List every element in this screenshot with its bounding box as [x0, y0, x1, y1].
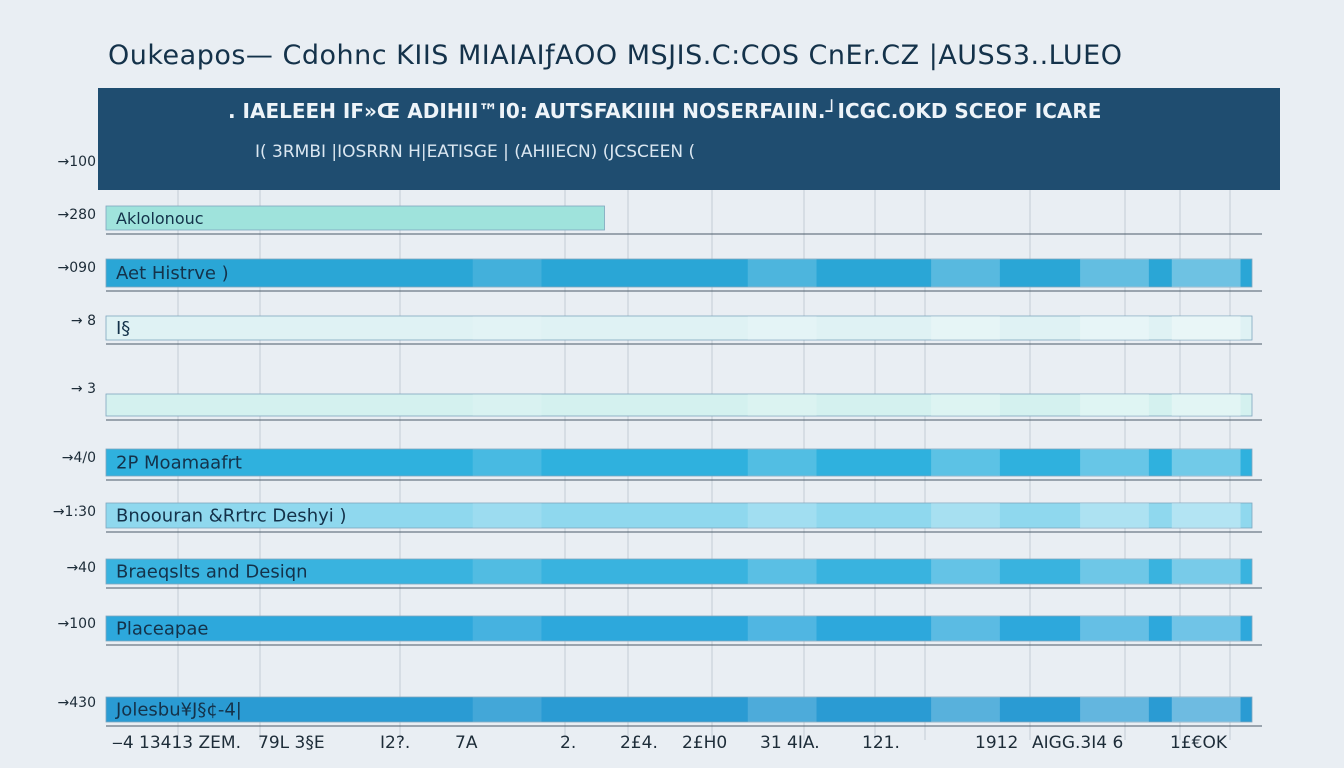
bar-label: Aet Histrve ) — [116, 263, 229, 284]
bar-highlight — [1171, 559, 1241, 584]
y-tick-label: → 8 — [71, 313, 96, 329]
bar-highlight — [747, 449, 817, 476]
y-tick-label: →40 — [66, 560, 96, 576]
y-tick-label: →1:30 — [53, 504, 96, 520]
x-tick-label: 2£H0 — [682, 733, 727, 753]
bar-highlight — [1080, 616, 1149, 641]
bar — [105, 558, 1253, 585]
y-axis-ticks: →100 →280 →090 → 8 → 3 →4/0 →1:30 →40 →100 →430 — [53, 154, 96, 711]
bar-highlight — [747, 559, 817, 584]
bar-highlight — [1080, 503, 1149, 528]
y-tick-label: →430 — [58, 695, 96, 711]
bar-highlight — [747, 259, 817, 287]
x-tick-label: ‒4 13413 ZEM. — [112, 733, 241, 753]
x-tick-label: 79L 3§E — [258, 733, 325, 753]
bar-label: Bnoouran &Rrtrc Deshyi ) — [116, 506, 347, 527]
bar — [105, 315, 1253, 341]
x-tick-label: AIGG.3I4 6 — [1032, 733, 1123, 753]
bar-highlight — [747, 316, 817, 340]
bar-highlight — [931, 616, 1000, 641]
bar-label: Jolesbu¥J§¢-4| — [115, 700, 242, 721]
x-tick-label: 1912 — [975, 733, 1018, 753]
chart-header-band — [98, 88, 1280, 190]
bar-label: Placeapae — [116, 619, 208, 640]
bar-highlight — [472, 616, 542, 641]
bars — [105, 205, 1253, 723]
bar-highlight — [931, 559, 1000, 584]
bar-highlight — [1080, 259, 1149, 287]
bar-highlight — [472, 697, 542, 722]
bar-highlight — [1080, 559, 1149, 584]
bar-label: I§ — [116, 318, 130, 339]
bar-highlight — [931, 394, 1000, 416]
bar-label: Aklolonouc — [116, 209, 204, 228]
bar — [105, 615, 1253, 642]
bar-highlight — [1171, 316, 1241, 340]
bar-highlight — [747, 616, 817, 641]
x-tick-label: 1£€OK — [1170, 733, 1228, 753]
bar-highlight — [747, 394, 817, 416]
x-tick-label: I2?. — [380, 733, 410, 753]
bar-highlight — [1080, 316, 1149, 340]
bar-highlight — [747, 503, 817, 528]
bar-highlight — [1171, 449, 1241, 476]
bar-highlight — [1171, 503, 1241, 528]
bar — [105, 502, 1253, 529]
bar-highlight — [1171, 394, 1241, 416]
bar — [105, 393, 1253, 417]
y-tick-label: →280 — [58, 207, 96, 223]
bar-highlight — [931, 316, 1000, 340]
bar-highlight — [931, 697, 1000, 722]
bar-highlight — [472, 559, 542, 584]
bar — [105, 258, 1253, 288]
bar-highlight — [1080, 449, 1149, 476]
x-tick-label: 31 4IA. — [760, 733, 820, 753]
bar-highlight — [472, 394, 542, 416]
bar-highlight — [472, 316, 542, 340]
bar-highlight — [1171, 616, 1241, 641]
bar-highlight — [1171, 259, 1241, 287]
bar-highlight — [1080, 697, 1149, 722]
header-line-1: . IAELEEH IF»Œ ADIHII™I0: AUTSFAKIIIH NO… — [228, 99, 1102, 123]
bar-highlight — [1080, 394, 1149, 416]
bar-highlight — [472, 449, 542, 476]
x-tick-label: 2£4. — [620, 733, 658, 753]
chart-title: Oukeapos— Cdohnc KIIS MIAIAIƒΑOO MSJIS.C… — [108, 40, 1123, 71]
bar — [105, 205, 605, 231]
bar-label: 2P Moamaafrt — [116, 453, 242, 474]
y-tick-label: →4/0 — [62, 450, 96, 466]
x-tick-label: 2. — [560, 733, 576, 753]
bar-labels: Aklolonouc Aet Histrve ) I§ 2P Moamaafrt Bno… — [115, 209, 347, 721]
bar-highlight — [472, 259, 542, 287]
bar-highlight — [931, 503, 1000, 528]
bar-highlight — [1171, 697, 1241, 722]
bar — [105, 448, 1253, 477]
x-axis-ticks: ‒4 13413 ZEM. 79L 3§E I2?. 7A 2. 2£4. 2£H0 31 4… — [112, 733, 1228, 753]
x-tick-label: 121. — [862, 733, 900, 753]
y-tick-label: → 3 — [71, 381, 96, 397]
bar-highlight — [931, 259, 1000, 287]
bar-highlight — [472, 503, 542, 528]
bar-label: Braeqslts and Desiqn — [116, 562, 308, 583]
x-tick-label: 7A — [455, 733, 478, 753]
bar-highlight — [931, 449, 1000, 476]
y-tick-label: →100 — [58, 616, 96, 632]
header-line-2: I( 3RMBI |IOSRRN H|EATISGE | (AHIIECN) (… — [255, 142, 696, 162]
bar-highlight — [747, 697, 817, 722]
y-tick-label: →090 — [58, 260, 96, 276]
bar — [105, 696, 1253, 723]
y-tick-label: →100 — [58, 154, 96, 170]
